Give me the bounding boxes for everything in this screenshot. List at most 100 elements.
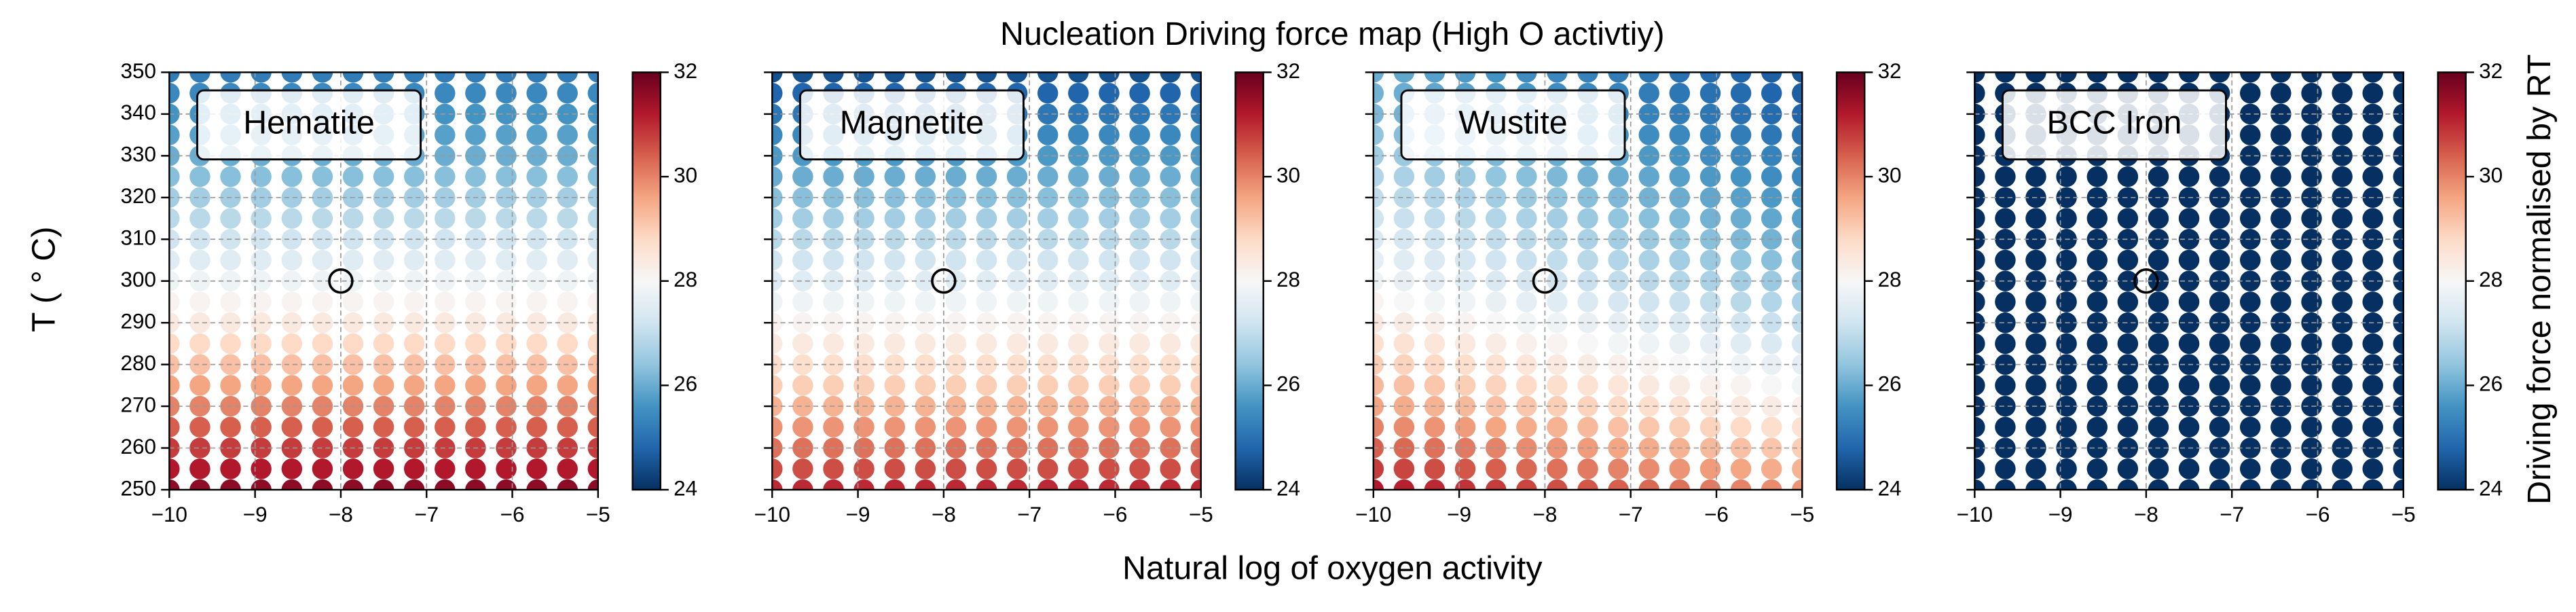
data-dot xyxy=(1190,124,1201,145)
data-dot xyxy=(823,72,844,83)
data-dot xyxy=(1761,72,1782,83)
data-dot xyxy=(2178,208,2200,229)
colorbar-tick-label: 28 xyxy=(1878,268,1902,291)
data-dot xyxy=(2025,72,2046,83)
data-dot xyxy=(1516,375,1537,396)
data-dot xyxy=(1129,270,1150,291)
colorbar-tick-label: 30 xyxy=(1878,163,1902,187)
data-dot xyxy=(1454,458,1476,480)
colorbar-tick-label: 32 xyxy=(674,59,697,83)
data-dot xyxy=(1761,458,1782,480)
data-dot xyxy=(403,437,425,458)
data-dot xyxy=(772,312,783,334)
data-dot xyxy=(1516,437,1537,458)
data-dot xyxy=(945,458,967,480)
data-dot xyxy=(312,208,333,229)
data-dot xyxy=(1129,166,1150,187)
data-dot xyxy=(915,395,936,417)
data-dot xyxy=(220,458,241,480)
data-dot xyxy=(526,312,547,334)
data-dot xyxy=(1037,416,1059,438)
data-dot xyxy=(884,249,906,271)
data-dot xyxy=(1699,72,1721,83)
data-dot xyxy=(312,166,333,187)
x-tick-label: −9 xyxy=(1447,503,1471,526)
panel-label-box xyxy=(2002,89,2227,161)
data-dot xyxy=(557,249,578,271)
data-dot xyxy=(1190,291,1201,312)
data-dot xyxy=(2178,72,2200,83)
y-tick-label: 350 xyxy=(121,59,156,83)
data-dot xyxy=(1129,395,1150,417)
data-dot xyxy=(1129,479,1150,490)
data-dot xyxy=(2362,458,2383,480)
data-dot xyxy=(1730,145,1752,166)
data-dot xyxy=(1730,437,1752,458)
data-dot xyxy=(1129,375,1150,396)
data-dot xyxy=(1669,166,1691,187)
data-dot xyxy=(312,354,333,375)
data-dot xyxy=(792,479,813,490)
data-dot xyxy=(1730,416,1752,438)
data-dot xyxy=(189,437,210,458)
data-dot xyxy=(1068,82,1089,104)
data-dot xyxy=(1486,479,1507,490)
data-dot xyxy=(884,312,906,334)
y-tick-label: 270 xyxy=(121,393,156,416)
data-dot xyxy=(1486,416,1507,438)
data-dot xyxy=(342,479,364,490)
data-dot xyxy=(2086,166,2108,187)
data-dot xyxy=(2239,249,2261,271)
data-dot xyxy=(312,229,333,250)
data-dot xyxy=(1160,124,1181,145)
data-dot xyxy=(403,291,425,312)
data-dot xyxy=(1516,208,1537,229)
data-dot xyxy=(526,208,547,229)
data-dot xyxy=(220,375,241,396)
data-dot xyxy=(1454,416,1476,438)
x-tick-label: −6 xyxy=(1704,503,1729,526)
data-dot xyxy=(1037,208,1059,229)
data-dot xyxy=(2056,72,2077,83)
panel-label: Hematite xyxy=(243,105,375,141)
colorbar-tick-label: 32 xyxy=(2479,59,2503,83)
data-dot xyxy=(1068,166,1089,187)
data-dot xyxy=(1547,166,1568,187)
y-tick-label: 260 xyxy=(121,435,156,458)
data-dot xyxy=(1608,291,1629,312)
data-dot xyxy=(189,354,210,375)
data-dot xyxy=(1129,312,1150,334)
data-dot xyxy=(342,166,364,187)
data-dot xyxy=(1516,312,1537,334)
reference-marker xyxy=(328,268,354,294)
data-dot xyxy=(169,375,180,396)
data-dot xyxy=(1393,437,1415,458)
data-dot xyxy=(1129,208,1150,229)
data-dot xyxy=(2239,82,2261,104)
data-dot xyxy=(2332,416,2353,438)
data-dot xyxy=(1730,249,1752,271)
data-dot xyxy=(2117,312,2139,334)
data-dot xyxy=(1037,249,1059,271)
data-dot xyxy=(1068,249,1089,271)
data-dot xyxy=(2393,124,2404,145)
data-dot xyxy=(2393,166,2404,187)
data-dot xyxy=(772,124,783,145)
data-dot xyxy=(342,375,364,396)
data-dot xyxy=(403,187,425,209)
data-dot xyxy=(169,103,180,125)
data-dot xyxy=(2086,187,2108,209)
data-dot xyxy=(465,166,486,187)
data-dot xyxy=(526,458,547,480)
data-dot xyxy=(2362,124,2383,145)
data-dot xyxy=(2362,333,2383,355)
data-dot xyxy=(2117,437,2139,458)
data-dot xyxy=(2332,187,2353,209)
x-tick-label: −5 xyxy=(2391,503,2416,526)
data-dot xyxy=(1516,187,1537,209)
data-dot xyxy=(1547,291,1568,312)
data-dot xyxy=(1068,333,1089,355)
data-dot xyxy=(2209,479,2230,490)
data-dot xyxy=(976,458,997,480)
data-dot xyxy=(373,458,394,480)
